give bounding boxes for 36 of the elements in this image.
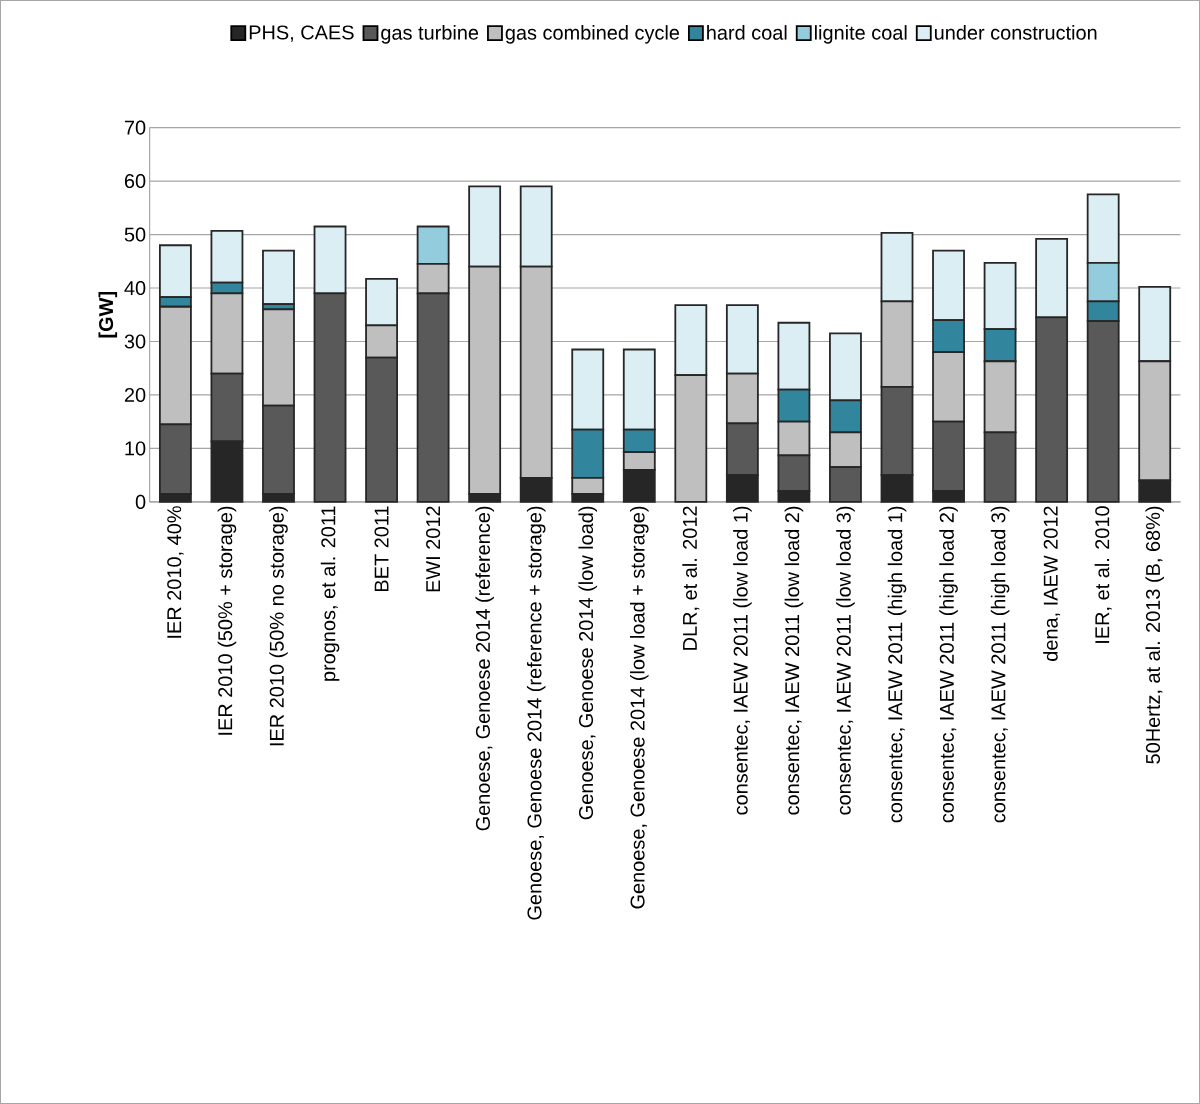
x-tick-label: BET 2011 xyxy=(374,506,389,592)
x-tick-label: 50Hertz, at al. 2013 (B, 68%) xyxy=(1145,506,1164,764)
x-tick-label: dena, IAEW 2012 xyxy=(1043,506,1061,661)
x-tick-label: IER 2010 (50% + storage) xyxy=(217,506,237,735)
x-tick-label: consentec, IAEW 2011 (high load 3) xyxy=(990,506,1010,823)
y-tick-label: 0 xyxy=(135,494,146,509)
x-tick-label: consentec, IAEW 2011 (high load 2) xyxy=(939,506,958,823)
x-tick-label: IER 2010, 40% xyxy=(167,506,184,638)
legend-label: PHS, CAES xyxy=(249,25,354,42)
legend-label: hard coal xyxy=(707,25,787,40)
y-tick-label: 30 xyxy=(124,334,146,349)
x-tick-label: consentec, IAEW 2011 (low load 3) xyxy=(836,506,855,815)
bar xyxy=(262,249,295,305)
x-tick-label: consentec, IAEW 2011 (low load 1) xyxy=(733,506,752,815)
x-tick-label: prognos, et al. 2011 xyxy=(320,506,340,681)
y-tick-label: 70 xyxy=(124,120,146,135)
y-tick-label: 10 xyxy=(125,441,146,456)
x-tick-label: IER, et al. 2010 xyxy=(1094,506,1112,643)
x-tick-label: DLR, et al. 2012 xyxy=(682,506,700,650)
x-tick-label: consentec, IAEW 2011 (low load 2) xyxy=(784,506,804,815)
legend-label: gas combined cycle xyxy=(505,25,680,44)
legend-label: lignite coal xyxy=(814,25,907,44)
x-tick-label: Genoese, Genoese 2014 (low load) xyxy=(578,506,598,820)
y-tick-label: 60 xyxy=(124,174,146,189)
x-tick-label: Genoese, Genoese 2014 (reference) xyxy=(475,506,494,831)
x-tick-label: IER 2010 (50% no storage) xyxy=(269,506,288,746)
legend-label: gas turbine xyxy=(381,25,479,44)
y-tick-label: 50 xyxy=(124,227,146,242)
legend-label: under construction xyxy=(934,25,1097,40)
y-tick-label: 20 xyxy=(124,387,146,403)
x-tick-label: consentec, IAEW 2011 (high load 1) xyxy=(887,506,907,823)
x-tick-label: Genoese, Genoese 2014 (reference + storage) xyxy=(526,506,546,920)
y-tick-label: 40 xyxy=(124,281,146,296)
x-tick-label: Genoese, Genoese 2014 (low load + storage) xyxy=(629,506,649,909)
x-tick-label: EWI 2012 xyxy=(426,506,441,592)
y-axis-title: [GW] xyxy=(98,292,118,338)
